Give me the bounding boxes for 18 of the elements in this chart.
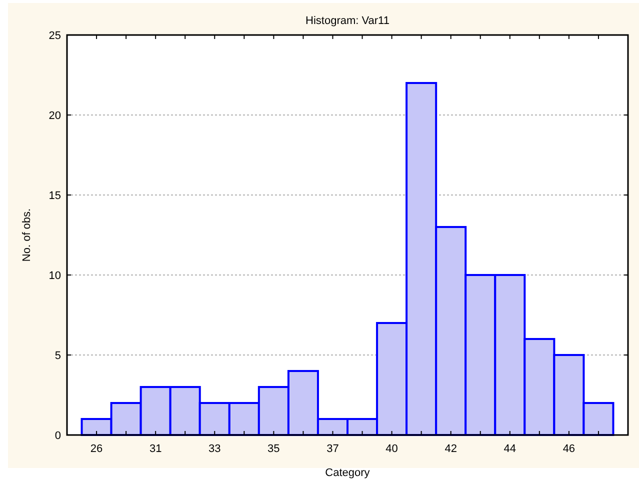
y-tick-label: 20 [48, 110, 61, 122]
x-tick-label: 31 [149, 443, 162, 455]
y-tick-label: 25 [48, 30, 61, 42]
x-axis-title: Category [325, 467, 370, 479]
y-tick-label: 10 [48, 270, 61, 282]
y-tick-label: 0 [54, 430, 61, 442]
x-tick-label: 37 [326, 443, 339, 455]
y-tick-label: 15 [48, 190, 61, 202]
x-tick-label: 44 [504, 443, 516, 455]
x-tick-label: 46 [562, 443, 576, 455]
x-tick-label: 35 [268, 443, 280, 455]
y-axis-title: No. of obs. [21, 208, 33, 262]
y-tick-label: 5 [54, 350, 61, 362]
x-tick-label: 26 [90, 443, 103, 455]
chart-title: Histogram: Var11 [306, 15, 390, 27]
x-tick-label: 33 [208, 443, 221, 455]
x-tick-label: 40 [386, 443, 398, 455]
x-tick-label: 42 [444, 443, 457, 455]
